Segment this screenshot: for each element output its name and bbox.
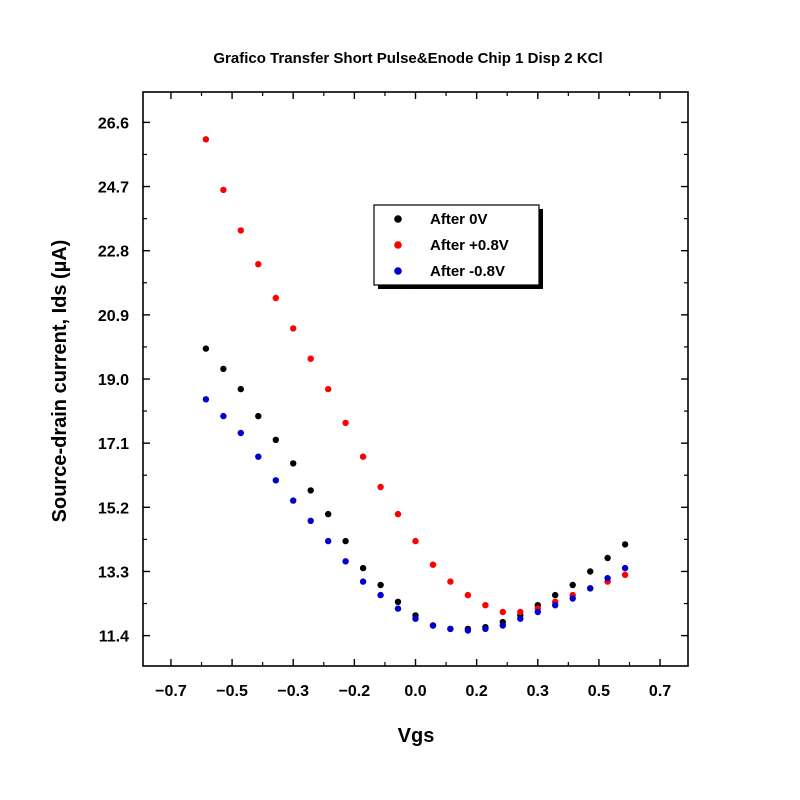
data-point [621, 541, 629, 548]
y-tick-label: 17.1 [98, 436, 129, 453]
data-point [377, 483, 384, 491]
data-point [290, 497, 297, 504]
data-point [342, 537, 349, 545]
data-point [447, 625, 454, 633]
data-point [307, 487, 314, 494]
data-point [517, 608, 524, 616]
data-point [307, 517, 314, 524]
chart-title: Grafico Transfer Short Pulse&Enode Chip … [213, 50, 602, 67]
x-tick-label: 0.7 [649, 683, 671, 700]
x-tick-label: 0.3 [527, 683, 549, 700]
legend-label: After 0V [430, 211, 488, 228]
x-tick-label: −0.5 [216, 683, 248, 700]
data-point [220, 412, 227, 420]
data-point [202, 136, 210, 143]
data-point [237, 227, 244, 234]
data-point [604, 575, 611, 582]
x-tick-label: 0.5 [588, 683, 610, 700]
data-point [482, 625, 489, 633]
data-point [429, 561, 437, 568]
data-point [394, 605, 402, 612]
data-point [429, 622, 437, 629]
y-tick-label: 20.9 [98, 308, 129, 325]
data-point [325, 385, 332, 393]
x-tick-label: −0.2 [339, 683, 371, 700]
data-point [621, 571, 629, 578]
data-point [377, 591, 384, 599]
data-point [202, 396, 210, 403]
data-point [255, 412, 262, 420]
data-point [412, 615, 419, 622]
data-point [552, 591, 559, 599]
data-point [220, 365, 227, 373]
data-point [325, 537, 332, 545]
x-axis-label: Vgs [398, 725, 435, 747]
data-point [534, 608, 541, 616]
data-point [552, 602, 559, 609]
x-axis: −0.7 −0.5 −0.3 −0.2 0.0 0.2 0.3 0.5 0.7 [155, 92, 671, 700]
x-tick-label: −0.3 [277, 683, 309, 700]
legend-marker [394, 267, 402, 275]
data-point [447, 578, 454, 585]
y-tick-label: 26.6 [98, 115, 129, 132]
data-point [255, 261, 262, 268]
data-point [499, 622, 506, 629]
y-tick-label: 15.2 [98, 500, 129, 517]
data-point [272, 477, 279, 484]
data-points [202, 136, 629, 634]
data-point [325, 510, 332, 518]
data-point [290, 325, 297, 332]
y-tick-label: 24.7 [98, 180, 129, 197]
data-point [517, 615, 524, 622]
data-point [587, 568, 594, 575]
data-point [482, 602, 489, 609]
data-point [237, 429, 244, 437]
y-axis-label: Source-drain current, Ids (µA) [49, 240, 71, 523]
data-point [359, 564, 367, 572]
data-point [237, 385, 244, 393]
data-point [342, 558, 349, 565]
data-point [569, 581, 576, 589]
data-point [377, 581, 384, 589]
x-tick-label: 0.0 [404, 683, 426, 700]
legend-marker [394, 241, 402, 249]
data-point [272, 436, 279, 443]
legend: After 0V After +0.8V After -0.8V [373, 204, 543, 289]
y-tick-label: 11.4 [99, 629, 129, 646]
data-point [307, 355, 314, 362]
series-after-0v [202, 345, 629, 633]
data-point [464, 591, 472, 599]
data-point [202, 345, 210, 352]
y-tick-label: 13.3 [98, 564, 129, 581]
x-tick-label: 0.2 [466, 683, 488, 700]
data-point [587, 585, 594, 592]
y-tick-label: 19.0 [98, 372, 129, 389]
data-point [621, 564, 629, 572]
data-point [412, 537, 419, 545]
data-point [464, 627, 472, 634]
data-point [220, 186, 227, 194]
legend-label: After -0.8V [430, 263, 505, 280]
data-point [604, 554, 611, 562]
data-point [359, 578, 367, 585]
data-point [394, 598, 402, 605]
y-axis: 11.4 13.3 15.2 17.1 19.0 20.9 22.8 24.7 26.6 [98, 115, 688, 646]
x-tick-label: −0.7 [155, 683, 187, 700]
legend-marker [394, 215, 402, 223]
data-point [342, 419, 349, 427]
series-after-0-8v [202, 396, 629, 634]
data-point [272, 294, 279, 302]
data-point [569, 595, 576, 602]
data-point [394, 510, 402, 518]
data-point [359, 453, 367, 460]
data-point [255, 453, 262, 460]
y-tick-label: 22.8 [98, 244, 129, 261]
data-point [499, 608, 506, 616]
data-point [290, 460, 297, 467]
legend-label: After +0.8V [430, 237, 509, 254]
